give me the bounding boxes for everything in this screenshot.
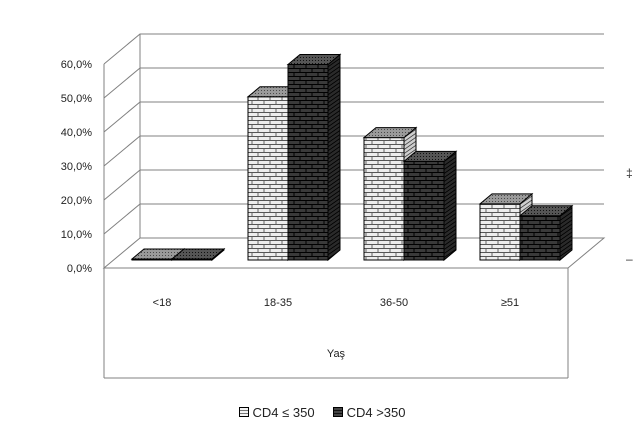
y-tick-label: 20,0% <box>61 195 92 207</box>
bar-top <box>518 205 574 217</box>
bar-cd4-gt-350 <box>402 150 458 262</box>
bar-cd4-gt-350 <box>286 53 342 262</box>
y-tick-label: 60,0% <box>61 59 92 71</box>
bar-top <box>362 127 418 139</box>
bar-top <box>478 193 534 205</box>
bar-side <box>327 53 341 262</box>
legend-swatch-dark <box>332 407 343 417</box>
gridline <box>103 33 604 65</box>
bar-top <box>286 54 342 65</box>
y-tick-label: 50,0% <box>61 93 92 105</box>
bar-front <box>247 96 289 261</box>
bar-side <box>443 150 457 262</box>
y-tick-label: 10,0% <box>61 229 92 241</box>
bar-front <box>403 160 445 261</box>
x-axis-title: Yaş <box>327 348 346 360</box>
side-glyph-double-dagger: ‡ <box>626 166 633 180</box>
bar-front <box>519 215 561 261</box>
legend-swatch-light <box>238 407 249 417</box>
bar-top <box>170 248 226 260</box>
bar-front <box>287 64 329 261</box>
y-tick-label: 0,0% <box>67 263 92 275</box>
side-glyph-dash: – <box>626 252 633 266</box>
x-tick-label: ≥51 <box>501 297 519 309</box>
x-tick-label: <18 <box>153 297 172 309</box>
x-tick-labels: <18 18-35 36-50 ≥51 <box>153 297 519 309</box>
legend-item-cd4-gt-350: CD4 >350 <box>332 404 406 420</box>
y-tick-label: 30,0% <box>61 161 92 173</box>
gridline <box>103 101 604 133</box>
bar-cd4-gt-350 <box>170 247 226 262</box>
y-tick-labels: 0,0% 10,0% 20,0% 30,0% 40,0% 50,0% 60,0% <box>61 59 92 275</box>
legend: CD4 ≤ 350 CD4 >350 <box>0 402 644 422</box>
gridline <box>103 135 604 167</box>
floor <box>102 237 606 269</box>
legend-label: CD4 ≤ 350 <box>252 404 315 420</box>
gridline <box>103 67 604 99</box>
bar-front <box>363 137 405 261</box>
legend-label: CD4 >350 <box>346 404 406 420</box>
y-tick-label: 40,0% <box>61 127 92 139</box>
x-tick-label: 18-35 <box>264 297 292 309</box>
legend-item-cd4-le-350: CD4 ≤ 350 <box>238 404 315 420</box>
bar-top <box>402 150 458 162</box>
bars <box>130 53 574 262</box>
x-tick-label: 36-50 <box>380 297 408 309</box>
bar-front <box>479 203 521 261</box>
bar-cd4-gt-350 <box>518 204 574 262</box>
